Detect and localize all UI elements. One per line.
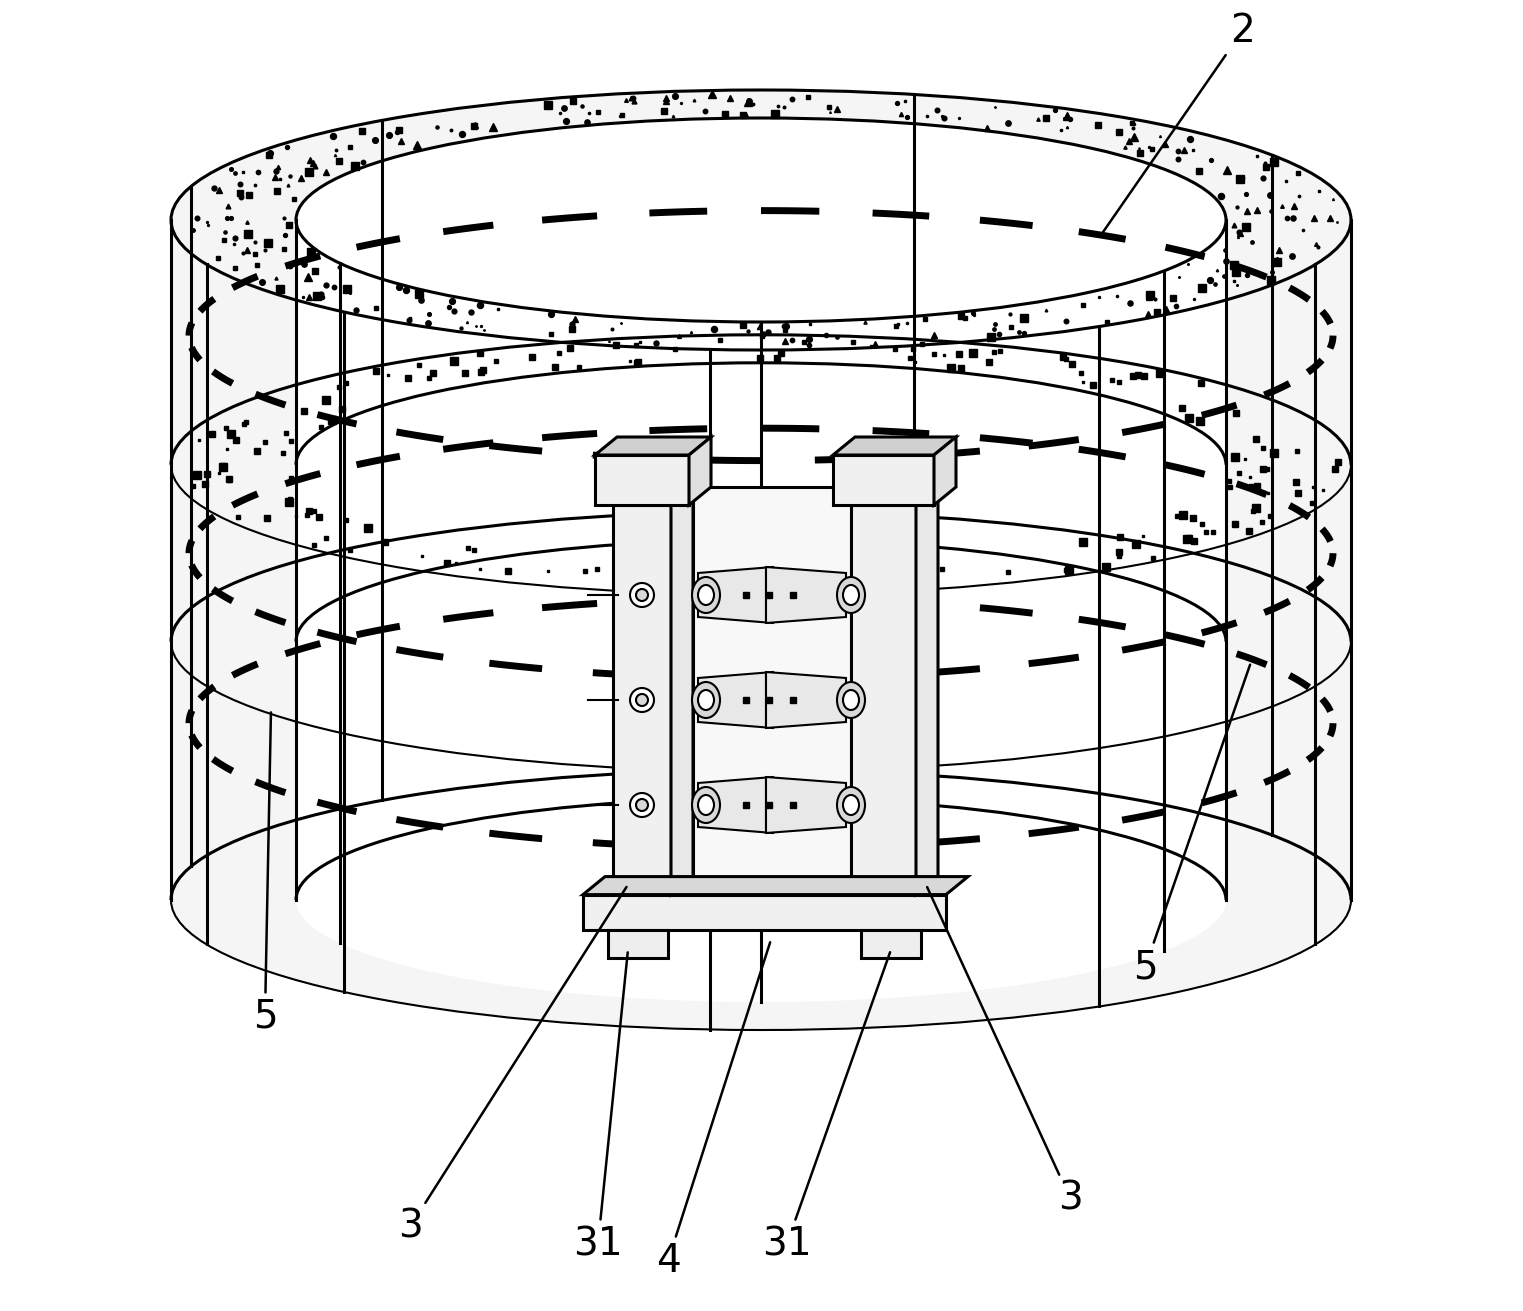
Polygon shape bbox=[766, 675, 774, 725]
Text: 31: 31 bbox=[762, 952, 889, 1262]
Ellipse shape bbox=[637, 694, 647, 707]
Ellipse shape bbox=[698, 794, 714, 815]
Polygon shape bbox=[934, 437, 956, 505]
Polygon shape bbox=[295, 220, 1226, 1002]
Polygon shape bbox=[698, 673, 774, 728]
Polygon shape bbox=[766, 566, 845, 623]
Ellipse shape bbox=[631, 583, 653, 607]
Ellipse shape bbox=[691, 682, 720, 718]
Ellipse shape bbox=[698, 690, 714, 711]
Text: 31: 31 bbox=[573, 952, 627, 1262]
Ellipse shape bbox=[637, 798, 647, 812]
Ellipse shape bbox=[691, 577, 720, 614]
Polygon shape bbox=[595, 437, 711, 455]
Polygon shape bbox=[688, 437, 711, 505]
Polygon shape bbox=[851, 486, 938, 505]
Ellipse shape bbox=[631, 688, 653, 712]
Ellipse shape bbox=[844, 585, 859, 604]
Polygon shape bbox=[698, 777, 774, 832]
Ellipse shape bbox=[838, 682, 865, 718]
Polygon shape bbox=[583, 894, 946, 929]
Ellipse shape bbox=[698, 585, 714, 604]
Ellipse shape bbox=[838, 577, 865, 614]
Ellipse shape bbox=[844, 794, 859, 815]
Text: 3: 3 bbox=[928, 888, 1083, 1218]
Polygon shape bbox=[295, 118, 1226, 899]
Ellipse shape bbox=[838, 787, 865, 823]
Ellipse shape bbox=[631, 793, 653, 817]
Ellipse shape bbox=[637, 589, 647, 600]
Text: 4: 4 bbox=[655, 943, 771, 1280]
Polygon shape bbox=[860, 929, 921, 957]
Polygon shape bbox=[612, 486, 693, 505]
Polygon shape bbox=[915, 486, 938, 894]
Polygon shape bbox=[766, 570, 774, 620]
Ellipse shape bbox=[844, 690, 859, 711]
Ellipse shape bbox=[691, 787, 720, 823]
Polygon shape bbox=[171, 90, 1351, 350]
Polygon shape bbox=[595, 455, 688, 505]
Polygon shape bbox=[608, 929, 669, 957]
Polygon shape bbox=[612, 505, 672, 894]
Polygon shape bbox=[766, 780, 774, 830]
Text: 5: 5 bbox=[253, 712, 277, 1036]
Polygon shape bbox=[851, 505, 915, 894]
Polygon shape bbox=[833, 437, 956, 455]
Polygon shape bbox=[833, 455, 934, 505]
Text: 3: 3 bbox=[398, 888, 626, 1245]
Text: 2: 2 bbox=[1103, 12, 1255, 233]
Polygon shape bbox=[672, 486, 693, 894]
Text: 5: 5 bbox=[1133, 665, 1250, 986]
Polygon shape bbox=[693, 486, 851, 877]
Polygon shape bbox=[766, 673, 845, 728]
Polygon shape bbox=[766, 777, 845, 832]
Polygon shape bbox=[583, 877, 969, 894]
Polygon shape bbox=[698, 566, 774, 623]
Polygon shape bbox=[171, 220, 1351, 1030]
Polygon shape bbox=[171, 90, 1351, 899]
